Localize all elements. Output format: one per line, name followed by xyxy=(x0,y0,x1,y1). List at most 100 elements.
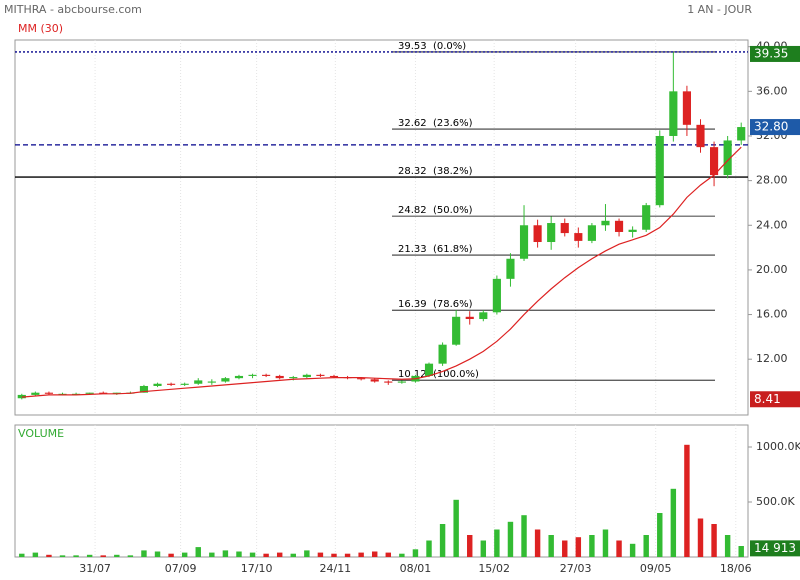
volume-bar xyxy=(114,554,120,557)
candle-body xyxy=(31,392,40,395)
x-tick-label: 17/10 xyxy=(241,562,273,575)
x-tick-label: 31/07 xyxy=(79,562,111,575)
volume-bar xyxy=(290,553,296,557)
volume-bar xyxy=(73,555,79,557)
candle-body xyxy=(709,147,719,176)
candle-body xyxy=(221,378,230,382)
volume-bar xyxy=(426,540,432,557)
candle-body xyxy=(289,377,298,379)
fib-label: 32.62 (23.6%) xyxy=(398,118,473,129)
fib-label: 28.32 (38.2%) xyxy=(398,166,473,177)
volume-bar xyxy=(236,551,242,557)
candle-body xyxy=(329,375,339,378)
price-panel xyxy=(14,39,749,416)
volume-bar xyxy=(154,551,161,557)
x-tick-label: 08/01 xyxy=(400,562,432,575)
volume-bar xyxy=(181,552,188,557)
price-marker xyxy=(750,391,800,408)
price-marker-label: 8.41 xyxy=(754,392,781,406)
price-marker-label: 32.80 xyxy=(754,120,788,134)
volume-bar xyxy=(616,540,622,557)
candle-body xyxy=(587,225,596,241)
volume-bar xyxy=(697,518,704,557)
candle-body xyxy=(58,393,67,395)
y-tick-label: 28.00 xyxy=(756,174,788,187)
volume-bar xyxy=(670,488,677,557)
volume-bar xyxy=(399,553,405,557)
fib-label: 24.82 (50.0%) xyxy=(398,205,473,216)
volume-bar xyxy=(602,529,609,557)
volume-bar xyxy=(684,444,690,557)
candle-body xyxy=(696,124,705,148)
volume-bar xyxy=(738,546,744,557)
candle-body xyxy=(316,374,325,376)
candle-body xyxy=(682,91,691,125)
candle-body xyxy=(642,205,651,230)
candle-body xyxy=(357,378,366,380)
candle-body xyxy=(302,374,311,378)
volume-bar xyxy=(317,552,324,557)
volume-bar xyxy=(385,552,392,557)
candle-body xyxy=(139,385,149,393)
volume-bar xyxy=(46,554,52,557)
volume-bar xyxy=(534,529,541,557)
volume-panel xyxy=(14,424,749,558)
y-tick-label: 36.00 xyxy=(756,84,788,97)
candle-body xyxy=(669,91,678,136)
volume-bar xyxy=(358,552,364,557)
volume-bar xyxy=(331,553,337,557)
candle-body xyxy=(438,344,447,364)
candle-body xyxy=(506,258,515,279)
volume-bar xyxy=(412,549,419,557)
volume-bar xyxy=(32,552,39,557)
candle-body xyxy=(574,233,583,241)
fib-label: 10.12 (100.0%) xyxy=(398,369,479,380)
volume-bar xyxy=(344,553,351,557)
ma-line xyxy=(21,146,742,398)
candle-body xyxy=(72,393,81,395)
fib-label: 16.39 (78.6%) xyxy=(398,299,473,310)
volume-bar xyxy=(100,555,106,557)
volume-bar xyxy=(222,550,229,557)
volume-bar xyxy=(439,524,446,557)
y-tick-label: 500.0K xyxy=(756,495,795,508)
candle-body xyxy=(85,392,94,394)
candle-body xyxy=(601,220,610,226)
volume-bar xyxy=(657,513,663,557)
volume-bar xyxy=(643,535,649,557)
y-tick-label: 1000.0K xyxy=(756,440,800,453)
price-marker-label: 14 913 xyxy=(754,541,796,555)
candle-body xyxy=(560,223,569,234)
candle-body xyxy=(384,381,393,383)
volume-bar xyxy=(724,535,731,557)
candle-body xyxy=(248,374,257,376)
price-marker xyxy=(750,119,800,136)
volume-bar xyxy=(304,550,310,557)
candle-body xyxy=(628,229,637,232)
candle-body xyxy=(370,379,379,382)
volume-label: VOLUME xyxy=(18,427,64,440)
volume-bar xyxy=(453,499,459,557)
y-tick-label: 12.00 xyxy=(756,352,788,365)
price-marker xyxy=(750,540,800,557)
volume-bar xyxy=(562,540,568,557)
volume-bar xyxy=(371,551,378,557)
volume-bar xyxy=(249,552,256,557)
volume-bar xyxy=(168,553,174,557)
chart-title: MITHRA - abcbourse.com xyxy=(4,3,142,16)
volume-bar xyxy=(480,540,487,557)
candle-body xyxy=(262,374,271,376)
volume-bar xyxy=(467,535,473,557)
candle-body xyxy=(479,312,488,320)
candle-body xyxy=(234,375,244,379)
candle-body xyxy=(519,225,529,259)
candle-body xyxy=(614,220,624,232)
volume-bar xyxy=(86,554,93,557)
candle-body xyxy=(723,140,732,176)
y-tick-label: 16.00 xyxy=(756,308,788,321)
volume-bar xyxy=(507,521,514,557)
volume-bar xyxy=(629,543,636,557)
x-tick-label: 27/03 xyxy=(560,562,592,575)
volume-bar xyxy=(127,555,134,557)
